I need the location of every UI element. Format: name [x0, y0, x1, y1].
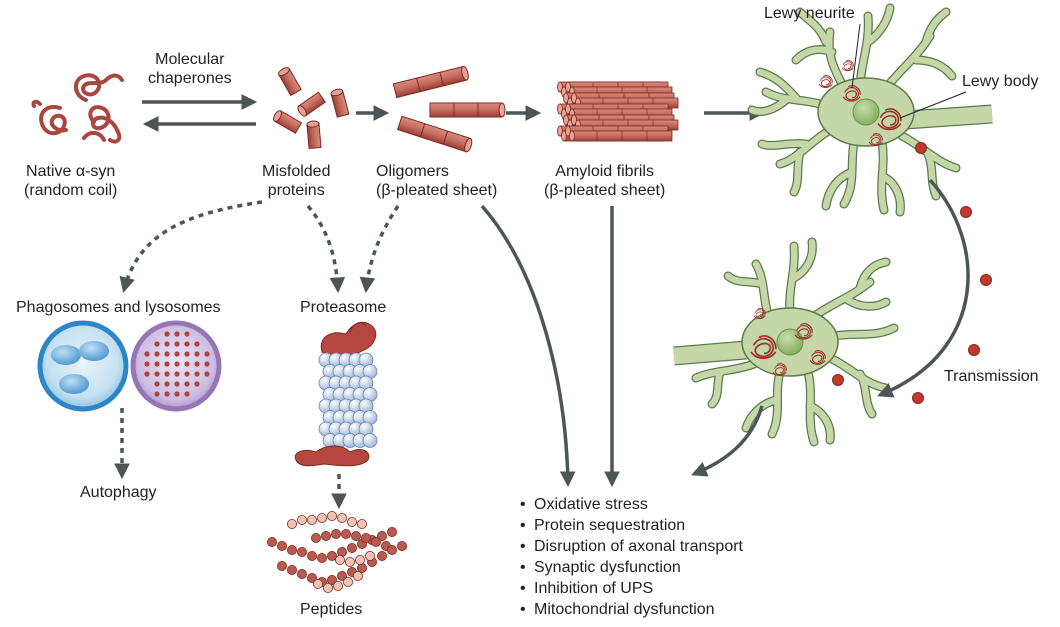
proteasome: [294, 321, 378, 467]
peptides-label: Peptides: [300, 601, 363, 618]
misfolded-label-line1: Misfolded: [262, 163, 331, 180]
misfolded-label-line2: proteins: [267, 182, 325, 199]
oligomers-label-line1: Oligomers: [376, 163, 449, 180]
effect-item: Disruption of axonal transport: [520, 536, 743, 557]
oligomers-label-line2: (β-pleated sheet): [376, 182, 498, 199]
native-label-line1: Native α-syn: [26, 163, 116, 180]
top-flow-arrows: [142, 94, 766, 132]
molecular-chaperones-label: Molecular chaperones: [148, 50, 232, 88]
phagosomes-lysosomes-label: Phagosomes and lysosomes: [16, 299, 221, 316]
effect-item: Protein sequestration: [520, 515, 743, 536]
effect-item: Oxidative stress: [520, 494, 743, 515]
native-alpha-syn-coils: [31, 73, 124, 144]
toxicity-arrows: [480, 204, 620, 488]
misfolded-protein-cylinders: [273, 67, 350, 150]
lewy-neurite-label: Lewy neurite: [764, 5, 855, 22]
autophagy-label: Autophagy: [80, 484, 157, 501]
lewy-pointer-lines: [851, 23, 967, 119]
amyloid-label-line1: Amyloid fibrils: [555, 163, 654, 180]
transmission-label: Transmission: [944, 368, 1039, 385]
peptide-chains: [266, 510, 407, 594]
amyloid-fibril-bundle: [557, 81, 679, 142]
native-label-line2: (random coil): [24, 182, 118, 199]
neuron-upper: [747, 3, 993, 217]
lysosome: [130, 320, 222, 412]
lewy-body-label: Lewy body: [962, 73, 1039, 90]
oligomers-label: Oligomers (β-pleated sheet): [376, 162, 497, 200]
effect-item: Synaptic dysfunction: [520, 557, 743, 578]
misfolded-proteins-label: Misfolded proteins: [262, 162, 330, 200]
proteasome-label: Proteasome: [300, 299, 387, 316]
toxic-effects-list: Oxidative stress Protein sequestration D…: [520, 494, 743, 620]
neuron-lower: [673, 237, 899, 447]
oligomer-rods: [392, 65, 506, 153]
molecular-chaperones-line1: Molecular: [155, 51, 225, 68]
degradation-dotted-arrows: [114, 200, 400, 510]
phagosome: [37, 320, 129, 412]
effect-item: Mitochondrial dysfunction: [520, 599, 743, 620]
effect-item: Inhibition of UPS: [520, 578, 743, 599]
released-alpha-syn-particles: [832, 142, 992, 404]
amyloid-fibrils-label: Amyloid fibrils (β-pleated sheet): [544, 162, 665, 200]
molecular-chaperones-line2: chaperones: [148, 70, 232, 87]
amyloid-label-line2: (β-pleated sheet): [544, 182, 666, 199]
transmission-arrows: [691, 178, 970, 477]
native-alpha-syn-label: Native α-syn (random coil): [24, 162, 117, 200]
